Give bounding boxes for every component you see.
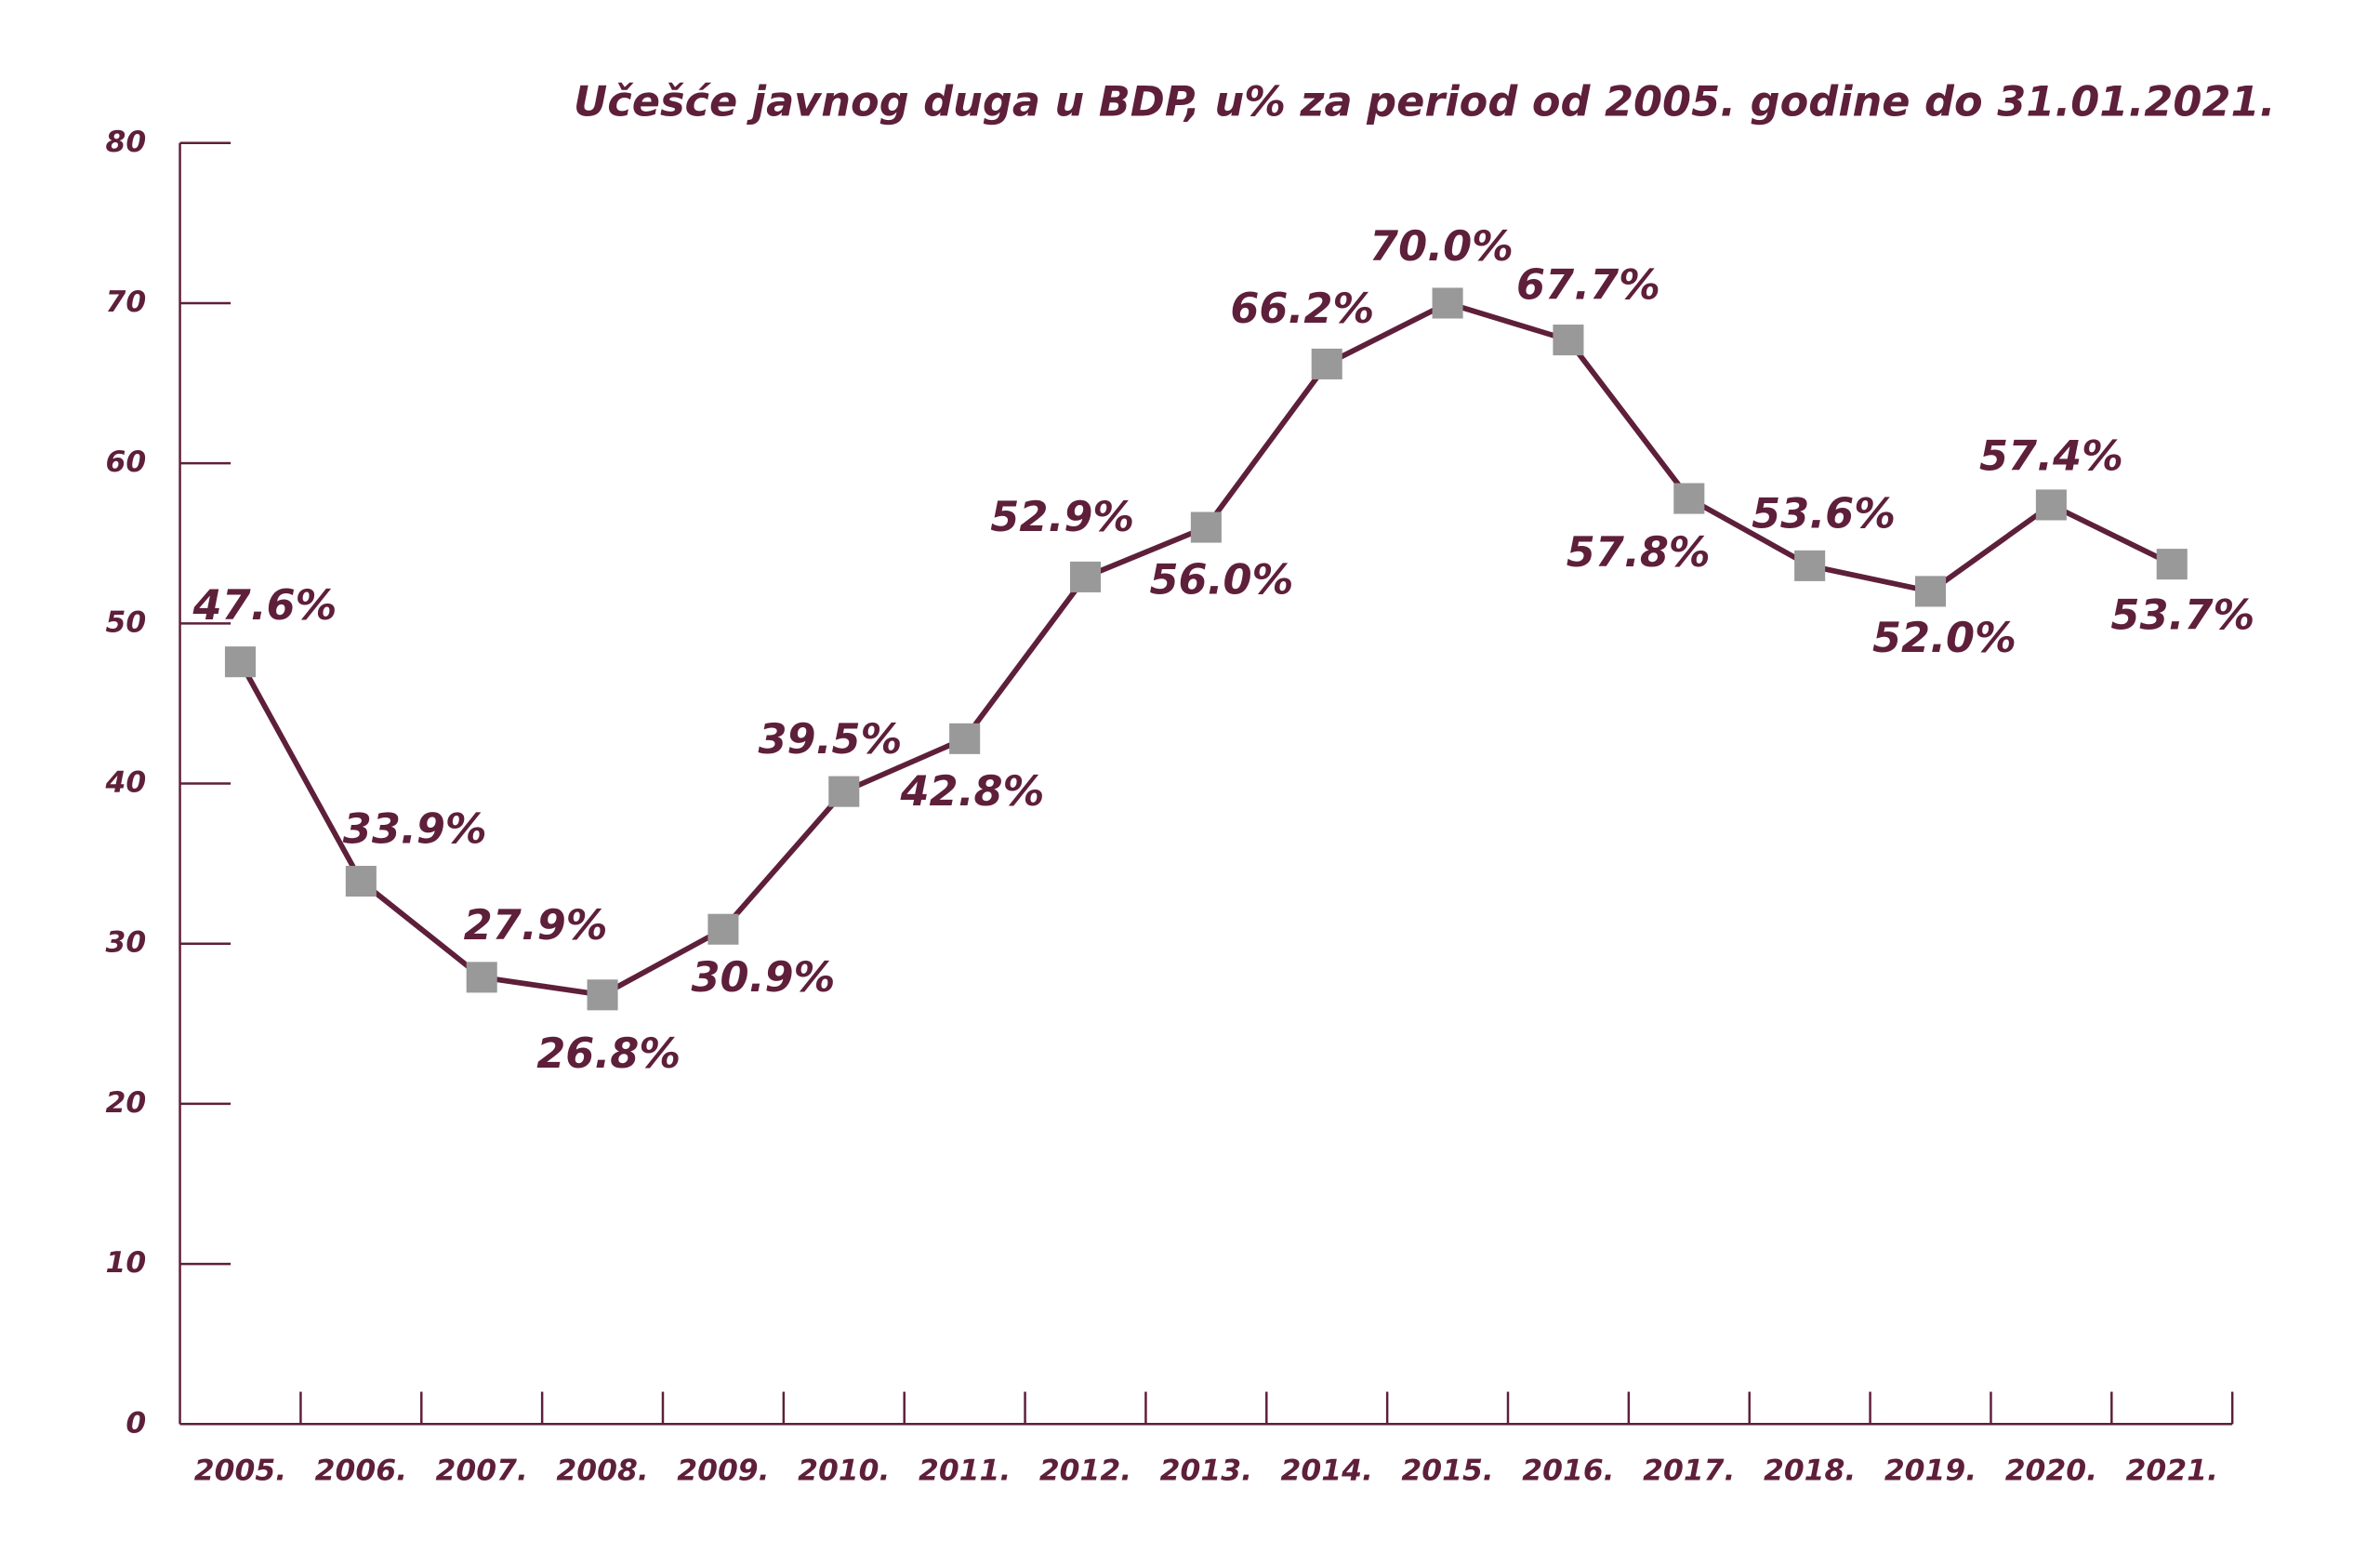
- chart-title: Učešće javnog duga u BDP, u% za period o…: [574, 77, 2275, 126]
- marker: [949, 723, 981, 754]
- data-label: 56.0%: [1149, 556, 1293, 604]
- y-tick-label: 20: [105, 1086, 146, 1120]
- data-label: 52.0%: [1872, 614, 2016, 662]
- data-label: 42.8%: [899, 767, 1044, 816]
- x-tick-label: 2011.: [919, 1454, 1011, 1488]
- data-label: 66.2%: [1230, 285, 1374, 333]
- marker: [466, 962, 497, 993]
- x-tick-label: 2020.: [2005, 1454, 2097, 1488]
- data-label: 70.0%: [1369, 222, 1514, 271]
- x-tick-label: 2016.: [1522, 1454, 1614, 1488]
- marker: [707, 913, 739, 945]
- x-tick-label: 2012.: [1039, 1454, 1131, 1488]
- x-tick-label: 2007.: [436, 1454, 528, 1488]
- data-label: 26.8%: [536, 1029, 681, 1078]
- data-label: 27.9%: [464, 901, 608, 950]
- data-label: 47.6%: [192, 581, 337, 630]
- marker: [828, 776, 860, 807]
- y-tick-label: 0: [126, 1406, 146, 1440]
- y-tick-label: 80: [105, 126, 146, 159]
- y-tick-label: 40: [104, 766, 146, 800]
- data-label: 33.9%: [343, 805, 487, 854]
- data-label: 52.9%: [990, 493, 1134, 541]
- marker: [1311, 348, 1342, 379]
- x-tick-label: 2015.: [1401, 1454, 1493, 1488]
- x-tick-label: 2010.: [798, 1454, 890, 1488]
- marker: [1794, 550, 1826, 581]
- marker: [1432, 287, 1463, 319]
- marker: [2156, 549, 2188, 580]
- x-tick-label: 2009.: [677, 1454, 769, 1488]
- data-label: 53.6%: [1752, 489, 1896, 538]
- y-tick-label: 50: [105, 605, 146, 639]
- data-label: 30.9%: [692, 953, 836, 1002]
- marker: [345, 866, 377, 897]
- x-tick-label: 2014.: [1281, 1454, 1373, 1488]
- y-tick-label: 70: [105, 286, 146, 319]
- y-tick-label: 30: [105, 926, 146, 960]
- data-label: 67.7%: [1516, 260, 1660, 309]
- x-tick-label: 2018.: [1764, 1454, 1856, 1488]
- y-tick-label: 60: [105, 445, 146, 479]
- x-tick-label: 2013.: [1160, 1454, 1252, 1488]
- x-tick-label: 2008.: [556, 1454, 648, 1488]
- marker: [1069, 561, 1102, 592]
- x-tick-label: 2019.: [1884, 1454, 1977, 1488]
- marker: [224, 646, 257, 678]
- y-tick-label: 10: [105, 1246, 146, 1280]
- marker: [2035, 489, 2067, 521]
- data-label: 57.8%: [1567, 528, 1711, 577]
- x-tick-label: 2017.: [1643, 1454, 1735, 1488]
- x-tick-label: 2006.: [315, 1454, 407, 1488]
- marker: [1190, 511, 1222, 543]
- marker: [1553, 325, 1584, 356]
- x-tick-label: 2021.: [2126, 1454, 2218, 1488]
- data-label: 53.7%: [2110, 591, 2254, 640]
- marker: [1914, 576, 1947, 607]
- data-label: 57.4%: [1979, 432, 2123, 480]
- marker: [587, 979, 618, 1011]
- marker: [1673, 483, 1705, 514]
- x-tick-label: 2005.: [194, 1454, 286, 1488]
- data-label: 39.5%: [758, 715, 902, 764]
